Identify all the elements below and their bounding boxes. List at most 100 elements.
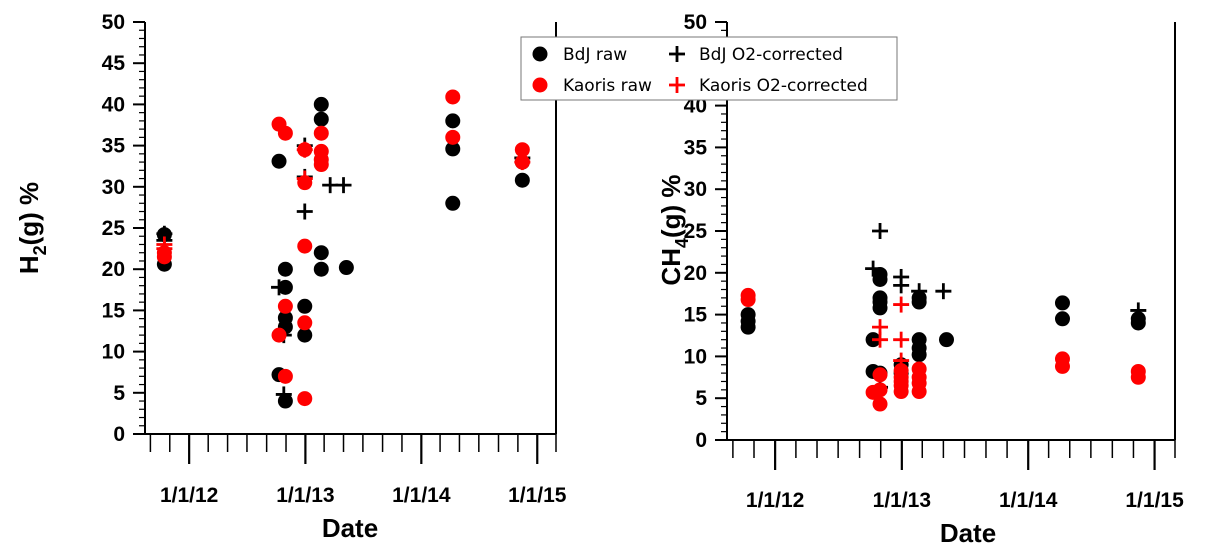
legend-label: Kaoris O2-corrected — [699, 76, 868, 96]
y-tick-label: 25 — [684, 220, 708, 243]
x-tick-label: 1/1/15 — [508, 484, 567, 507]
y-tick-label: 15 — [684, 304, 708, 327]
legend-label: Kaoris raw — [563, 76, 652, 96]
x-axis-title: Date — [940, 518, 996, 547]
data-point — [872, 396, 888, 412]
y-tick-label: 25 — [102, 217, 126, 240]
data-point — [1054, 295, 1070, 311]
legend-label: BdJ raw — [563, 45, 627, 65]
data-point — [872, 382, 888, 398]
data-point — [297, 327, 313, 343]
data-point — [911, 347, 927, 363]
y-tick-label: 30 — [684, 178, 707, 201]
data-point — [156, 240, 173, 257]
data-point — [313, 111, 329, 127]
legend: BdJ raw BdJ O2-corrected Kaoris raw Kaoris … — [520, 36, 898, 101]
data-point — [911, 294, 927, 310]
series-kaoris-raw — [156, 89, 530, 407]
data-point — [1130, 302, 1147, 319]
legend-marker — [669, 77, 685, 93]
y-axis-title: CH4(g) % — [656, 174, 692, 285]
x-tick-label: 1/1/14 — [392, 484, 451, 507]
data-point — [322, 177, 339, 194]
y-tick-label: 5 — [113, 382, 125, 405]
data-point — [514, 142, 530, 158]
x-tick-label: 1/1/13 — [873, 489, 931, 512]
data-point — [271, 327, 287, 343]
data-point — [445, 141, 461, 157]
data-point — [893, 331, 910, 348]
data-point — [445, 195, 461, 211]
y-tick-label: 30 — [102, 176, 125, 199]
data-point — [740, 319, 756, 335]
y-tick-label: 20 — [102, 258, 125, 281]
legend-label: BdJ O2-corrected — [699, 45, 843, 65]
y-tick-label: 10 — [684, 345, 707, 368]
data-point — [911, 283, 928, 300]
data-point — [297, 391, 313, 407]
x-tick-label: 1/1/12 — [160, 484, 218, 507]
data-point — [935, 283, 952, 300]
data-point — [313, 261, 329, 277]
data-point — [911, 384, 927, 400]
data-point — [893, 277, 910, 294]
data-point — [313, 125, 329, 141]
series-kaoris-raw — [740, 287, 1146, 412]
y-tick-label: 0 — [695, 429, 707, 452]
y-tick-label: 40 — [102, 93, 125, 116]
x-tick-label: 1/1/12 — [746, 489, 804, 512]
data-point — [872, 271, 888, 287]
data-point — [335, 177, 352, 194]
y-tick-label: 35 — [684, 136, 708, 159]
data-point — [156, 249, 172, 265]
data-point — [296, 170, 313, 187]
data-point — [297, 315, 313, 331]
data-point — [277, 368, 293, 384]
y-tick-label: 20 — [684, 262, 707, 285]
y-tick-label: 15 — [102, 299, 126, 322]
x-tick-label: 1/1/13 — [276, 484, 334, 507]
y-tick-label: 35 — [102, 135, 126, 158]
data-point — [313, 245, 329, 261]
data-point — [1054, 358, 1070, 374]
data-point — [514, 154, 531, 171]
data-point — [277, 261, 293, 277]
y-tick-label: 50 — [684, 11, 707, 34]
legend-marker — [669, 46, 685, 62]
legend-item: BdJ O2-corrected — [669, 45, 843, 65]
data-point — [1130, 369, 1146, 385]
data-point — [893, 384, 909, 400]
legend-marker — [532, 77, 548, 93]
data-point — [1130, 315, 1146, 331]
data-point — [865, 260, 882, 277]
ch4-panel: 051015202530354045501/1/121/1/131/1/141/… — [656, 11, 1184, 547]
y-tick-label: 50 — [102, 11, 125, 34]
y-axis-title: H2(g) % — [14, 182, 50, 274]
series-bdj-raw — [156, 96, 530, 409]
legend-item: Kaoris raw — [532, 76, 652, 96]
y-tick-label: 5 — [695, 387, 707, 410]
data-point — [313, 157, 329, 173]
legend-box — [520, 36, 898, 101]
legend-item: BdJ raw — [532, 45, 627, 65]
x-tick-label: 1/1/15 — [1125, 489, 1184, 512]
y-tick-label: 45 — [102, 52, 126, 75]
data-point — [277, 125, 293, 141]
data-point — [514, 172, 530, 188]
series-kaoris-o2-corrected — [872, 296, 910, 369]
data-point — [893, 296, 910, 313]
y-tick-label: 0 — [113, 423, 125, 446]
data-point — [872, 367, 888, 383]
data-point — [296, 203, 313, 220]
data-point — [277, 393, 293, 409]
x-tick-label: 1/1/14 — [999, 489, 1058, 512]
data-point — [1054, 311, 1070, 327]
data-point — [872, 300, 888, 316]
data-point — [297, 298, 313, 314]
x-axis-title: Date — [322, 513, 378, 543]
data-point — [938, 332, 954, 348]
y-tick-label: 10 — [102, 341, 125, 364]
data-point — [872, 331, 889, 348]
h2-panel: 0 5 10 15 20 25 30 35 40 45 50 1/1/12 1/1/13 1/1/14 1/… — [14, 11, 567, 543]
